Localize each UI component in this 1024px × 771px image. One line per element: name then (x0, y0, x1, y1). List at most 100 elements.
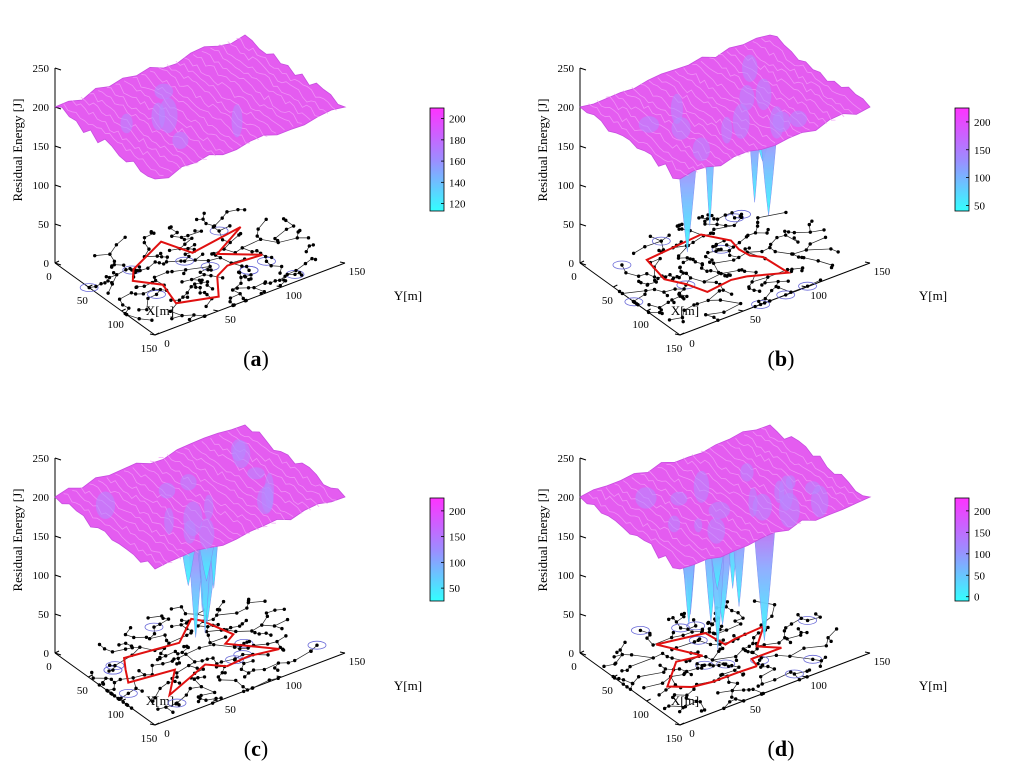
z-tick-mark (579, 67, 587, 71)
x-tick-mark (121, 308, 126, 312)
surface-dip (638, 116, 659, 133)
sensor-node (103, 281, 107, 285)
sensor-node (624, 271, 628, 275)
cluster-ellipse (624, 297, 644, 307)
sensor-node (805, 630, 809, 635)
sensor-node (109, 677, 114, 681)
sensor-node (691, 240, 695, 245)
sensor-node (719, 271, 723, 276)
surface-mesh-line (640, 83, 741, 157)
y-tick-mark (149, 723, 156, 726)
sensor-node (796, 240, 800, 244)
sensor-node (303, 261, 308, 266)
network-link (199, 644, 214, 649)
network-link (643, 682, 663, 689)
z-tick-label: 200 (33, 102, 50, 114)
sensor-node (137, 265, 142, 269)
sensor-node (295, 236, 299, 240)
y-tick-mark (213, 309, 219, 312)
sensor-node (228, 224, 232, 228)
sensor-node (636, 303, 640, 307)
sensor-node (240, 264, 244, 268)
sensor-node (101, 681, 105, 685)
network-link (786, 634, 801, 640)
surface-mesh-line (657, 467, 758, 541)
sensor-node (751, 687, 755, 692)
z-axis-label: Residual Energy [J] (10, 98, 25, 201)
surface-mesh-line (666, 463, 767, 537)
sensor-node (699, 709, 704, 713)
sensor-node (245, 688, 250, 692)
z-tick-label: 250 (558, 63, 575, 75)
sensor-node (673, 287, 677, 291)
sensor-node (183, 242, 187, 246)
sensor-node (239, 275, 243, 280)
z-tick-mark (54, 652, 62, 656)
sensor-node (715, 217, 720, 221)
sensor-node (630, 681, 635, 686)
sensor-node (278, 271, 282, 275)
sensor-node (242, 641, 246, 646)
network-link (692, 630, 703, 633)
surface-dip (231, 104, 243, 138)
surface-dip (755, 78, 772, 111)
sensor-node (106, 291, 110, 295)
sensor-node (165, 270, 170, 274)
network-link (827, 628, 837, 639)
sensor-node (731, 258, 736, 262)
z-tick-mark (579, 652, 587, 656)
sensor-node (731, 245, 736, 249)
z-tick-mark (579, 145, 587, 149)
sensor-node (671, 616, 675, 620)
sensor-node (206, 624, 210, 629)
sensor-node (700, 666, 704, 670)
surface-mesh-line (80, 96, 182, 170)
network-link (644, 240, 662, 248)
sensor-node (685, 294, 689, 299)
sensor-node (636, 274, 641, 278)
surface-mesh-line (761, 427, 862, 501)
sensor-node (660, 651, 665, 656)
sensor-node (646, 310, 651, 315)
y-tick-label: 150 (874, 266, 891, 278)
sensor-node (710, 622, 715, 627)
sensor-node (751, 650, 755, 655)
network-link (723, 303, 741, 313)
sensor-node (175, 675, 179, 679)
sensor-node (670, 298, 674, 302)
sensor-node (279, 264, 284, 269)
network-link (295, 263, 306, 271)
sensor-node (265, 614, 270, 619)
sensor-node (766, 664, 770, 669)
sensor-node (777, 641, 781, 645)
network-link (294, 650, 311, 661)
sensor-node (666, 300, 670, 305)
sensor-node (250, 686, 255, 690)
network-link (171, 315, 183, 319)
surface-mesh-line (115, 473, 216, 547)
sensor-node (710, 213, 714, 218)
sensor-node (708, 663, 712, 667)
sensor-node (620, 291, 625, 296)
sensor-node (306, 236, 311, 240)
sensor-node (737, 665, 741, 669)
sensor-node (176, 656, 180, 661)
sensor-node (675, 224, 680, 228)
x-tick-label: 50 (77, 685, 89, 697)
sensor-node (621, 682, 626, 686)
network-link (257, 219, 267, 230)
sensor-node (180, 280, 184, 284)
sensor-node (774, 284, 778, 289)
sensor-node (747, 246, 752, 250)
cluster-ellipse (209, 226, 229, 236)
sensor-node (206, 259, 211, 263)
network-link (187, 230, 202, 236)
sensor-node (788, 654, 792, 658)
x-tick-label: 0 (571, 661, 577, 673)
y-tick-label: 100 (285, 680, 302, 692)
surface-dip (635, 487, 657, 509)
sensor-node (275, 238, 280, 243)
sensor-node (263, 599, 267, 603)
cluster-ellipse (676, 280, 696, 290)
sensor-node (179, 605, 184, 609)
